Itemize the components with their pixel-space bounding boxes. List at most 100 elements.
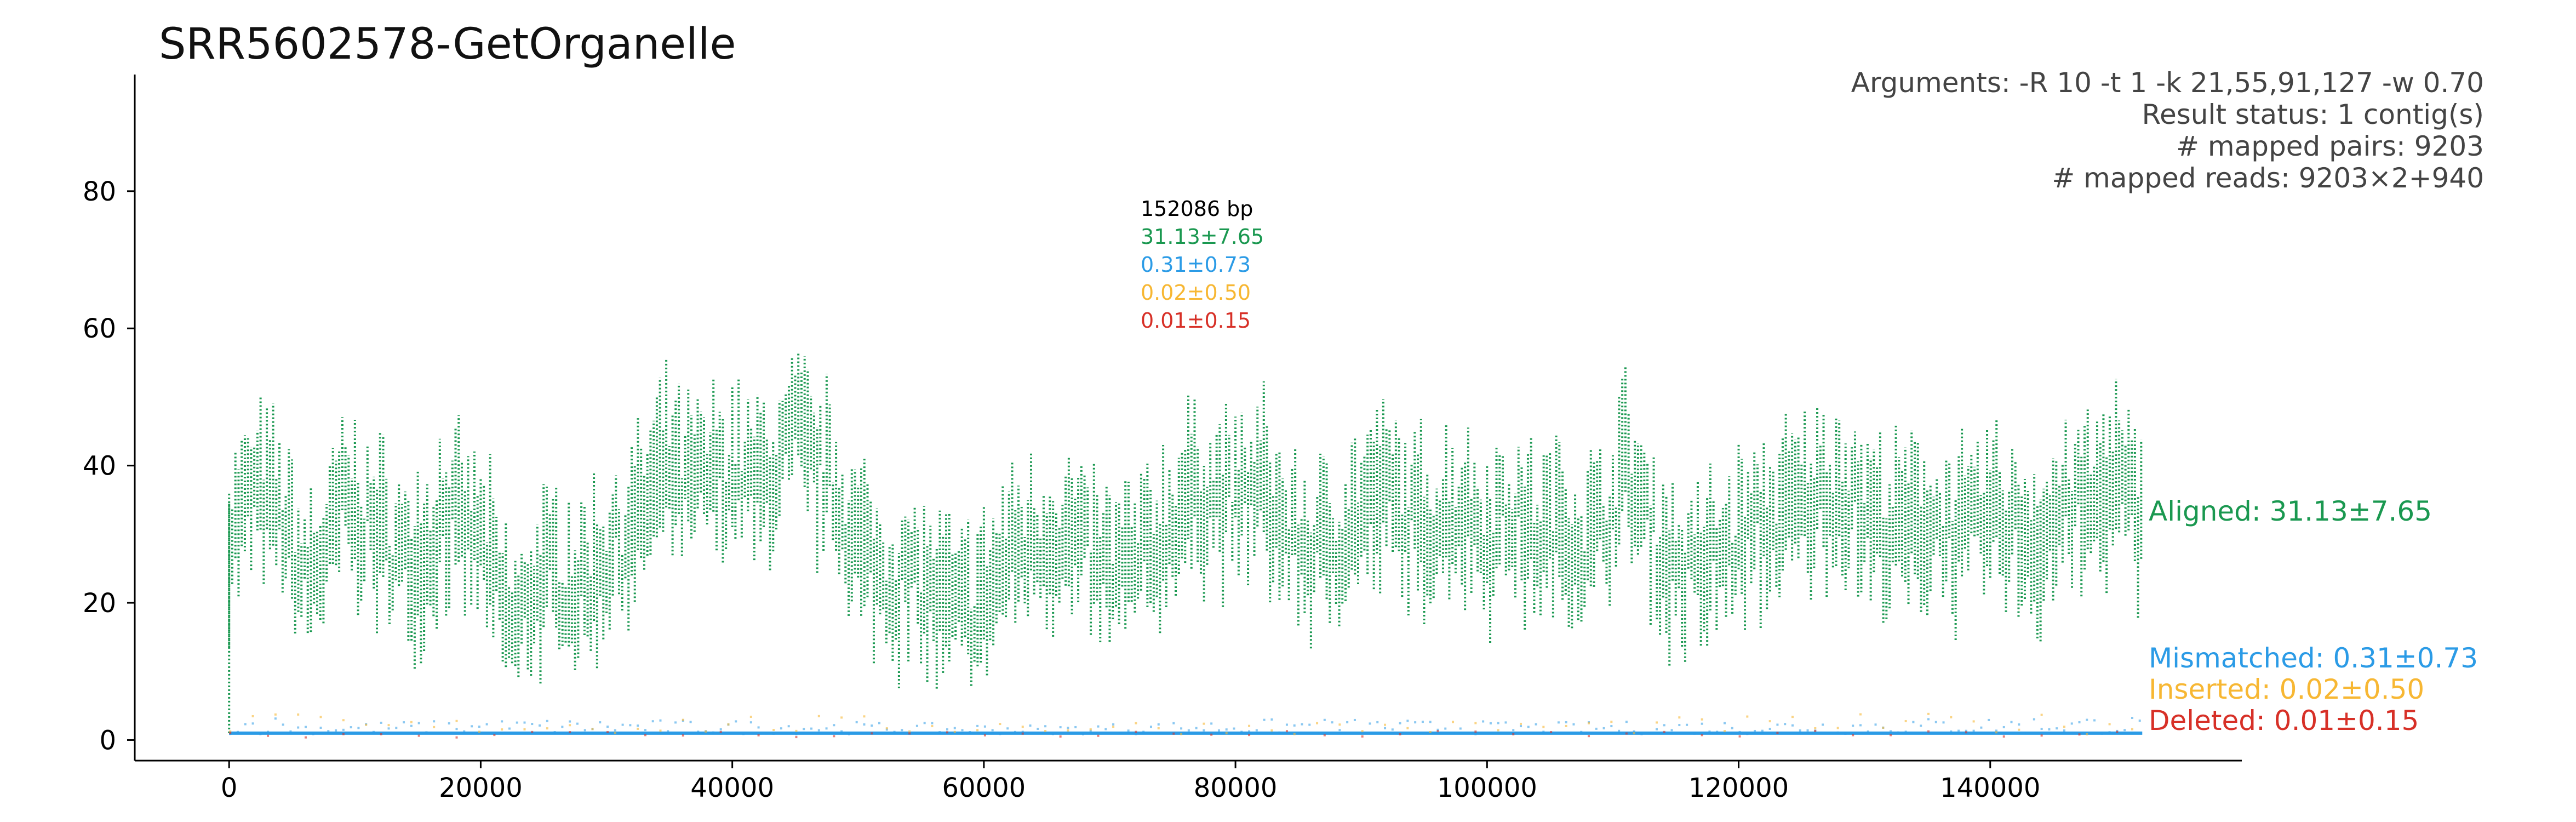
inserted-mark: [2018, 728, 2020, 731]
mismatched-mark: [614, 729, 616, 732]
mismatched-mark: [1686, 723, 1688, 726]
deleted-mark: [229, 732, 232, 734]
mismatched-mark: [606, 726, 609, 728]
mismatched-mark: [1248, 730, 1251, 733]
inserted-mark: [749, 715, 752, 718]
mismatched-mark: [516, 721, 518, 724]
mismatched-mark: [372, 730, 375, 733]
deleted-mark: [1210, 733, 1213, 736]
mismatched-mark: [2123, 729, 2126, 732]
mismatched-mark: [1822, 723, 1824, 726]
mismatched-mark: [1112, 723, 1115, 726]
inserted-mark: [953, 730, 956, 733]
mismatched-mark: [757, 726, 760, 729]
genome-length: 152086 bp: [1141, 197, 1253, 221]
inserted-mark: [1293, 733, 1296, 735]
mismatched-mark: [931, 722, 934, 724]
inserted-mark: [1089, 728, 1092, 731]
mismatched-mark: [1602, 727, 1605, 729]
mismatched-mark: [1595, 727, 1598, 730]
inserted-mark: [410, 721, 413, 723]
mismatched-mark: [1225, 728, 1228, 731]
mismatched-mark: [1308, 723, 1311, 726]
inserted-mark: [1768, 720, 1771, 723]
mismatched-mark: [1452, 732, 1455, 734]
deleted-mark: [1097, 734, 1100, 737]
mismatched-mark: [1708, 730, 1711, 733]
deleted-mark: [1890, 734, 1892, 737]
mismatched-mark: [1195, 727, 1198, 729]
deleted-label: Deleted: 0.01±0.15: [2149, 705, 2419, 737]
inserted-mark: [1452, 721, 1455, 723]
mismatched-mark: [1497, 722, 1499, 724]
mismatched-mark: [455, 728, 458, 730]
mismatched-mark: [1520, 725, 1522, 728]
mismatched-mark: [357, 727, 360, 729]
mismatched-mark: [1301, 723, 1303, 726]
arguments-block: Arguments: -R 10 -t 1 -k 21,55,91,127 -w…: [1851, 67, 2484, 194]
inserted-mark: [1836, 727, 1839, 729]
mismatched-mark: [1867, 730, 1869, 733]
inserted-mark: [387, 724, 390, 727]
aligned-stat: 31.13±7.65: [1141, 225, 1264, 249]
inserted-mark: [772, 729, 775, 732]
mismatched-mark: [1006, 727, 1009, 730]
mismatched-mark: [282, 723, 284, 726]
mismatched-mark: [2070, 722, 2073, 725]
mismatched-mark: [546, 720, 548, 722]
aligned-series: [228, 352, 2143, 733]
mismatched-mark: [1535, 723, 1537, 726]
deleted-mark: [267, 734, 270, 737]
mismatched-mark: [1203, 729, 1205, 732]
mismatched-mark: [1187, 729, 1190, 732]
deleted-mark: [342, 733, 345, 735]
mismatched-mark: [1859, 724, 1862, 727]
mismatched-mark: [1293, 724, 1296, 727]
x-tick-label: 120000: [1688, 773, 1789, 803]
inserted-mark: [705, 730, 707, 733]
mismatched-mark: [1240, 730, 1243, 733]
mismatched-mark: [1927, 718, 1930, 721]
inserted-mark: [546, 727, 548, 730]
mismatched-mark: [893, 730, 896, 733]
mismatched-mark: [297, 726, 300, 729]
inserted-mark: [1859, 713, 1862, 716]
deleted-mark: [531, 730, 534, 733]
mismatched-mark: [2108, 731, 2111, 734]
inserted-mark: [1995, 731, 1997, 734]
deleted-mark: [1323, 734, 1326, 737]
inserted-mark: [1361, 730, 1364, 733]
mismatched-mark: [1829, 732, 1831, 734]
deleted-mark: [1965, 731, 1967, 734]
mismatched-mark: [795, 733, 798, 735]
deleted-mark: [1361, 735, 1364, 738]
x-tick-label: 40000: [690, 773, 774, 803]
mismatched-mark: [1852, 724, 1854, 727]
mismatched-mark: [1059, 726, 1062, 729]
deleted-mark: [455, 736, 458, 739]
axes: [134, 75, 2242, 762]
mismatched-mark: [1512, 729, 1515, 732]
mismatched-mark: [485, 723, 488, 726]
deleted-mark: [983, 734, 986, 737]
deleted-mark: [1663, 730, 1665, 733]
inserted-mark: [478, 730, 480, 733]
inserted-mark: [1588, 722, 1590, 724]
mismatched-mark: [448, 722, 450, 725]
mismatched-mark: [833, 724, 835, 727]
mismatched-mark: [433, 720, 436, 723]
deleted-mark: [417, 734, 420, 737]
inserted-stat: 0.02±0.50: [1141, 281, 1251, 305]
deleted-mark: [1474, 730, 1477, 733]
inserted-mark: [1678, 716, 1681, 719]
inserted-mark: [455, 720, 458, 722]
inserted-mark: [614, 732, 616, 734]
mismatched-mark: [569, 720, 571, 723]
deleted-series: [229, 729, 2119, 739]
mismatched-mark: [463, 730, 466, 733]
x-tick-label: 0: [221, 773, 238, 803]
mismatched-mark: [2010, 721, 2013, 723]
mismatched-mark: [999, 733, 1001, 735]
mismatched-mark: [1844, 732, 1847, 735]
